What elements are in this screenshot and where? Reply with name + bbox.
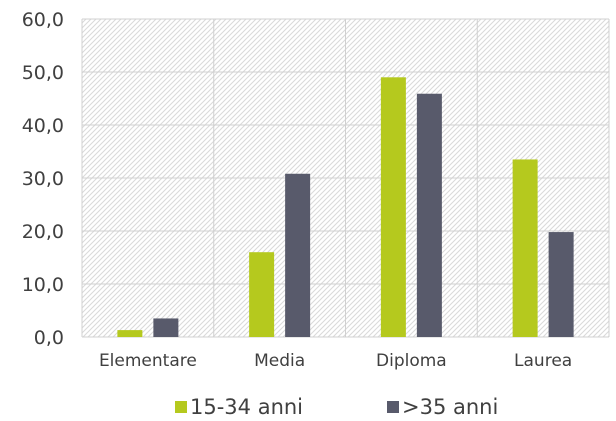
bar-15-34-laurea: [512, 159, 538, 337]
legend-swatch: [387, 401, 399, 413]
y-tick-label: 50,0: [22, 62, 64, 84]
bar-15-34-media: [249, 252, 275, 337]
x-category-label: Elementare: [99, 351, 197, 371]
legend-swatch: [175, 401, 187, 413]
x-category-label: Laurea: [514, 351, 572, 371]
bar-over-35-diploma: [416, 93, 442, 337]
x-category-label: Diploma: [376, 351, 447, 371]
y-tick-label: 20,0: [22, 221, 64, 243]
bar-over-35-media: [285, 173, 311, 337]
y-tick-label: 0,0: [34, 327, 64, 349]
bars: [117, 77, 574, 338]
y-tick-label: 40,0: [22, 115, 64, 137]
legend-label: >35 anni: [402, 395, 498, 419]
y-tick-label: 30,0: [22, 168, 64, 190]
bar-over-35-laurea: [548, 232, 574, 337]
legend-label: 15-34 anni: [190, 395, 303, 419]
x-category-label: Media: [254, 351, 305, 371]
bar-over-35-elementare: [153, 318, 179, 337]
x-axis-categories: Elementare Media Diploma Laurea: [99, 351, 572, 371]
y-axis-ticks: 0,0 10,0 20,0 30,0 40,0 50,0 60,0: [22, 9, 64, 349]
legend: 15-34 anni >35 anni: [175, 395, 498, 419]
y-tick-label: 10,0: [22, 274, 64, 296]
bar-15-34-diploma: [380, 77, 406, 338]
y-tick-label: 60,0: [22, 9, 64, 31]
bar-15-34-elementare: [117, 330, 143, 337]
gridlines: [81, 18, 610, 338]
